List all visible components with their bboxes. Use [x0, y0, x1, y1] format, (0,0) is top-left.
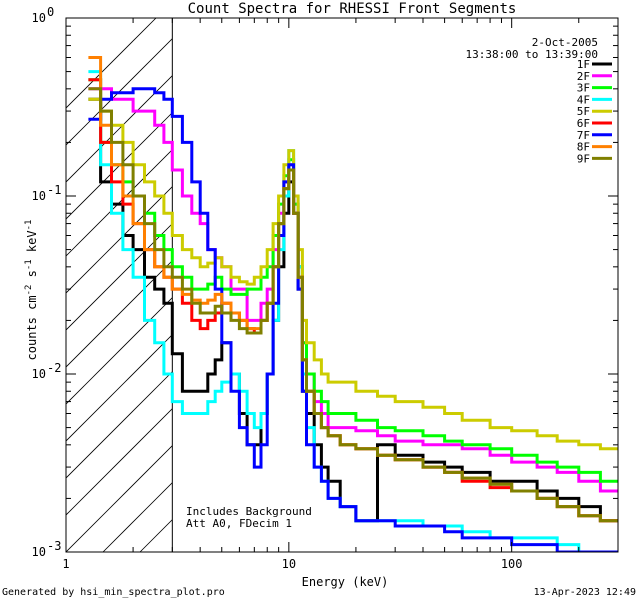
x-tick-label: 100	[501, 557, 523, 571]
y-tick-label: 10	[32, 11, 46, 25]
legend-label-1F: 1F	[577, 58, 590, 71]
series-4F	[88, 70, 618, 552]
series-7F	[88, 87, 618, 552]
legend-time-range: 13:38:00 to 13:39:00	[466, 48, 598, 61]
legend-label-2F: 2F	[577, 70, 590, 83]
legend-label-7F: 7F	[577, 129, 590, 142]
series-group	[88, 56, 618, 552]
hatch-mask	[172, 18, 618, 552]
plot-frame	[65, 17, 619, 553]
series-5F	[88, 97, 618, 451]
legend-date: 2-Oct-2005	[532, 36, 598, 49]
x-tick-label: 10	[282, 557, 296, 571]
legend-label-3F: 3F	[577, 82, 590, 95]
y-tick-label: 10	[32, 189, 46, 203]
hatch-line	[621, 0, 640, 552]
legend-label-6F: 6F	[577, 117, 590, 130]
legend-label-9F: 9F	[577, 152, 590, 165]
hatch-line	[66, 18, 157, 109]
y-tick-exponent: -3	[47, 539, 61, 553]
y-tick-label: 10	[32, 367, 46, 381]
annotation-attenuator: Att A0, FDecim 1	[186, 517, 292, 530]
y-tick-exponent: 0	[47, 5, 54, 19]
legend-label-5F: 5F	[577, 105, 590, 118]
series-9F	[88, 87, 618, 523]
annotation-background: Includes Background	[186, 505, 312, 518]
y-tick-label: 10	[32, 545, 46, 559]
hatch-line	[66, 18, 231, 183]
legend-label-8F: 8F	[577, 141, 590, 154]
x-tick-labels: 1 10 100	[62, 557, 522, 571]
y-tick-exponent: -1	[47, 183, 61, 197]
legend-label-4F: 4F	[577, 93, 590, 106]
y-tick-exponent: -2	[47, 361, 61, 375]
hatch-line	[66, 18, 194, 146]
y-axis-label: counts cm-2 s-1 keV-1	[24, 220, 39, 361]
x-tick-label: 1	[62, 557, 69, 571]
axis-ticks	[65, 17, 619, 553]
chart-title: Count Spectra for RHESSI Front Segments	[188, 1, 517, 17]
x-axis-label: Energy (keV)	[302, 575, 389, 589]
footer-timestamp: 13-Apr-2023 12:49	[534, 587, 636, 598]
footer-generated-by: Generated by hsi_min_spectra_plot.pro	[2, 587, 225, 598]
